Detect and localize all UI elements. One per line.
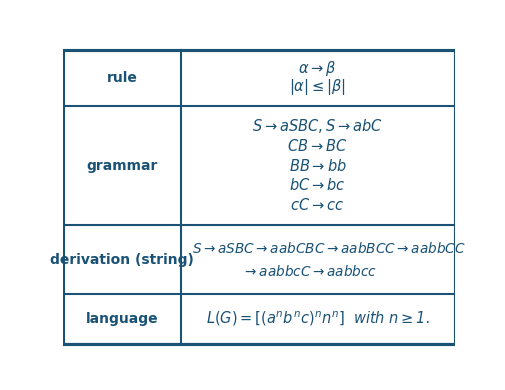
Text: $\alpha \rightarrow \beta$: $\alpha \rightarrow \beta$ [298, 59, 337, 78]
Text: $|\alpha| \leq |\beta|$: $|\alpha| \leq |\beta|$ [289, 77, 346, 98]
Text: $S \rightarrow aSBC, S \rightarrow abC$: $S \rightarrow aSBC, S \rightarrow abC$ [252, 117, 383, 135]
Text: $S \rightarrow aSBC \rightarrow aabCBC \rightarrow aabBCC \rightarrow aabbCC$: $S \rightarrow aSBC \rightarrow aabCBC \… [192, 241, 466, 255]
Text: $cC \rightarrow cc$: $cC \rightarrow cc$ [290, 197, 344, 213]
Text: language: language [85, 312, 158, 326]
Text: $\rightarrow aabbcC \rightarrow aabbcc$: $\rightarrow aabbcC \rightarrow aabbcc$ [242, 264, 377, 278]
Text: grammar: grammar [86, 159, 158, 173]
Text: derivation (string): derivation (string) [50, 253, 194, 267]
Text: $CB \rightarrow BC$: $CB \rightarrow BC$ [287, 138, 348, 154]
Text: rule: rule [107, 71, 137, 85]
Text: $BB \rightarrow bb$: $BB \rightarrow bb$ [288, 158, 346, 174]
Text: $bC \rightarrow bc$: $bC \rightarrow bc$ [289, 177, 346, 193]
Text: $L(G) = [(a^nb^nc)^nn^n]$  with n$\geq$1.: $L(G) = [(a^nb^nc)^nn^n]$ with n$\geq$1. [206, 310, 429, 328]
